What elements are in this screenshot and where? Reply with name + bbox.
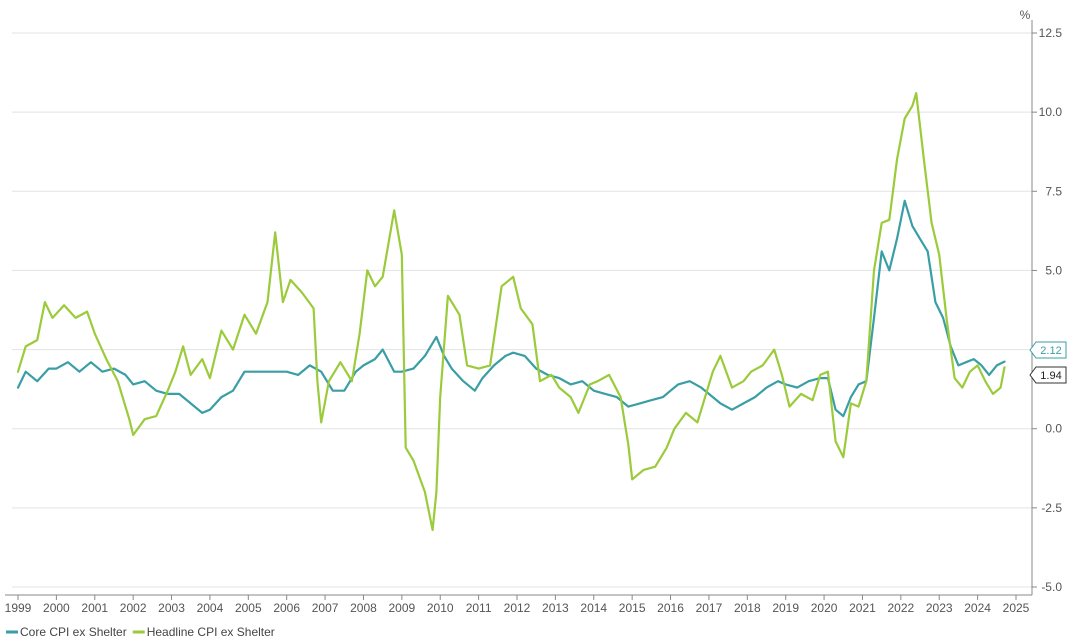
legend-label: Headline CPI ex Shelter xyxy=(147,625,275,639)
legend-label: Core CPI ex Shelter xyxy=(20,625,127,639)
x-tick-label: 2006 xyxy=(273,601,300,615)
series-lines xyxy=(16,92,1006,532)
x-tick-label: 2016 xyxy=(657,601,684,615)
callout-box xyxy=(1029,366,1067,384)
x-tick-label: 2004 xyxy=(197,601,224,615)
series-line-core-cpi-ex-shelter xyxy=(16,199,1006,418)
y-tick-label: 5.0 xyxy=(1045,263,1062,277)
y-tick-label: -5.0 xyxy=(1041,580,1062,594)
y-tick-label: 12.5 xyxy=(1039,26,1063,40)
y-tick-label: -2.5 xyxy=(1041,501,1062,515)
callout-box xyxy=(1029,341,1067,359)
x-tick-label: 2011 xyxy=(466,601,492,615)
callout-1-94: 1.94 xyxy=(1029,366,1067,384)
x-tick-label: 2009 xyxy=(388,601,415,615)
x-tick-label: 2008 xyxy=(350,601,377,615)
series-line-headline-cpi-ex-shelter xyxy=(16,92,1006,532)
x-tick-label: 2018 xyxy=(734,601,761,615)
x-tick-label: 2005 xyxy=(235,601,262,615)
x-tick-label: 2013 xyxy=(542,601,569,615)
x-tick-label: 2015 xyxy=(619,601,646,615)
x-tick-label: 2021 xyxy=(849,601,876,615)
x-tick-label: 2012 xyxy=(504,601,531,615)
legend-item-core-cpi-ex-shelter[interactable]: Core CPI ex Shelter xyxy=(6,625,127,639)
y-tick-label: 7.5 xyxy=(1045,184,1062,198)
x-tick-label: 2000 xyxy=(43,601,70,615)
x-tick-label: 2022 xyxy=(887,601,914,615)
x-tick-label: 2024 xyxy=(964,601,991,615)
x-tick-label: 2017 xyxy=(696,601,723,615)
callout-value: 1.94 xyxy=(1040,370,1061,382)
x-axis: 1999 2000 2001 2002 2003 2004 2005 2006 2007 2008… xyxy=(5,594,1032,615)
x-tick-label: 2001 xyxy=(81,601,108,615)
y-tick-label: 10.0 xyxy=(1039,105,1063,119)
last-value-callouts: 2.12 1.94 xyxy=(1029,341,1067,384)
x-tick-label: 2020 xyxy=(811,601,838,615)
y-axis: -5.0-2.50.02.55.07.510.012.5% xyxy=(1020,8,1063,595)
legend-item-headline-cpi-ex-shelter[interactable]: Headline CPI ex Shelter xyxy=(132,625,275,639)
y-tick-label: 0.0 xyxy=(1045,422,1062,436)
y-unit-label: % xyxy=(1020,8,1031,22)
x-tick-label: 2010 xyxy=(427,601,454,615)
callout-value: 2.12 xyxy=(1040,345,1061,357)
x-tick-label: 2014 xyxy=(580,601,607,615)
x-tick-label: 2002 xyxy=(120,601,147,615)
x-tick-label: 2023 xyxy=(926,601,953,615)
x-tick-label: 2019 xyxy=(772,601,799,615)
x-tick-label: 2007 xyxy=(312,601,339,615)
x-tick-label: 2003 xyxy=(158,601,185,615)
callout-2-12: 2.12 xyxy=(1029,341,1067,359)
x-tick-label: 2025 xyxy=(1003,601,1030,615)
x-tick-label: 1999 xyxy=(5,601,32,615)
legend: Core CPI ex Shelter Headline CPI ex Shelt… xyxy=(6,625,275,639)
